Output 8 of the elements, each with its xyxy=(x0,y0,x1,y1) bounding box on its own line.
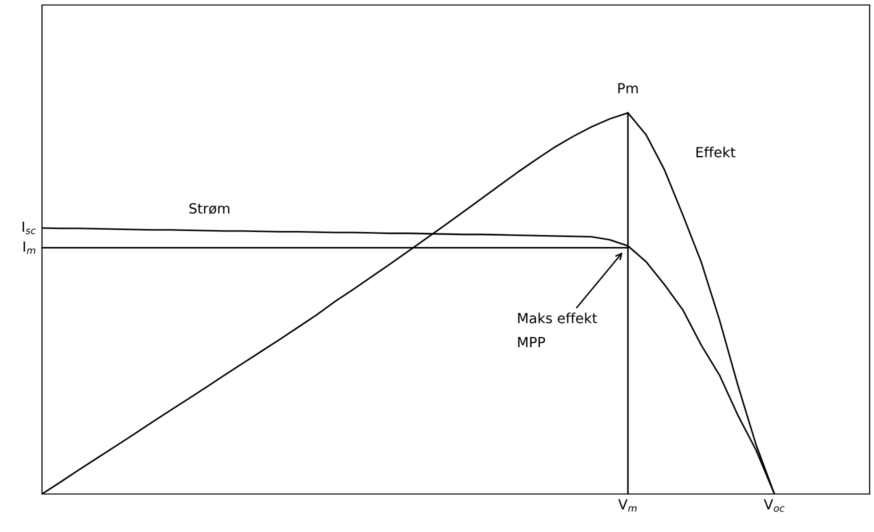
x-tick-label: V$_{oc}$ xyxy=(764,499,785,512)
annotation: Maks effekt MPP xyxy=(518,312,598,348)
text: Effekt xyxy=(696,146,736,158)
x-tick-label: V$_{m}$ xyxy=(618,499,637,512)
annotation: Pm xyxy=(618,83,638,94)
annotation: I$_{sc}$ xyxy=(22,222,36,234)
series-label: Strøm xyxy=(189,203,230,214)
annotation: I$_{m}$ xyxy=(24,241,36,254)
